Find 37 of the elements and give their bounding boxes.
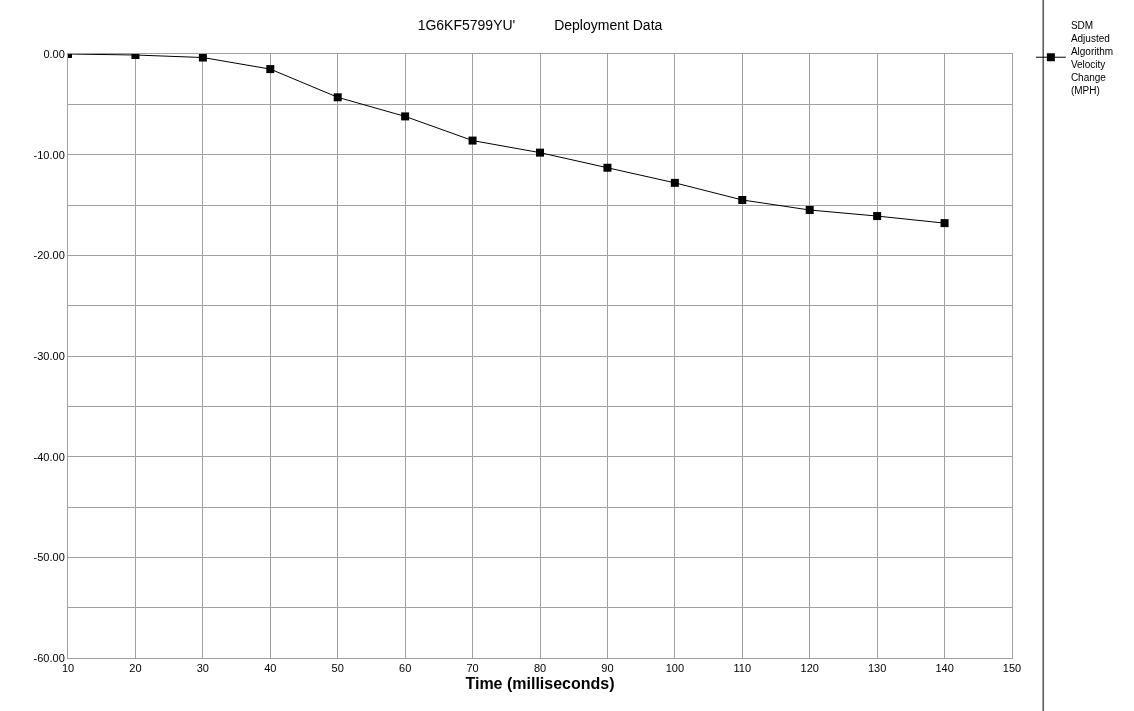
x-tick-label: 120 [800,662,819,675]
point [738,195,747,204]
legend-label: SDM Adjusted Algorithm Velocity Change (MPH) [1070,19,1114,96]
point [603,163,612,172]
x-tick-label: 20 [129,662,142,675]
x-tick-label: 50 [331,662,344,675]
point [266,65,275,74]
x-tick-label: 150 [1002,662,1022,675]
x-tick-label: 40 [264,662,277,675]
x-axis-title: Time (milliseconds) [465,674,615,692]
y-tick-label: -50.00 [33,551,65,564]
point [536,148,544,157]
x-tick-label: 60 [399,662,412,675]
y-tick-label: -30.00 [33,349,65,362]
y-tick-label: -10.00 [33,148,65,161]
x-tick-label: 30 [196,662,209,675]
y-tick-label: 0.00 [43,47,65,60]
y-tick-label: -60.00 [33,651,65,664]
point [198,54,207,62]
x-tick-label: 10 [61,662,75,675]
x-tick-label: 90 [601,662,614,675]
point [670,178,679,187]
x-tick-label: 110 [733,662,752,675]
point [468,136,477,145]
point [805,206,814,215]
point [940,219,949,228]
x-tick-label: 100 [665,662,685,675]
y-tick-label: -20.00 [33,249,65,262]
point [333,93,342,102]
x-tick-label: 80 [533,662,547,675]
x-tick-label: 130 [867,662,887,675]
chart-title: 1G6KF5799YU' Deployment Data [417,17,663,33]
point [401,112,410,121]
point [873,212,882,221]
y-tick-label: -40.00 [33,450,65,463]
x-tick-label: 70 [466,662,479,675]
x-tick-label: 140 [935,662,954,675]
